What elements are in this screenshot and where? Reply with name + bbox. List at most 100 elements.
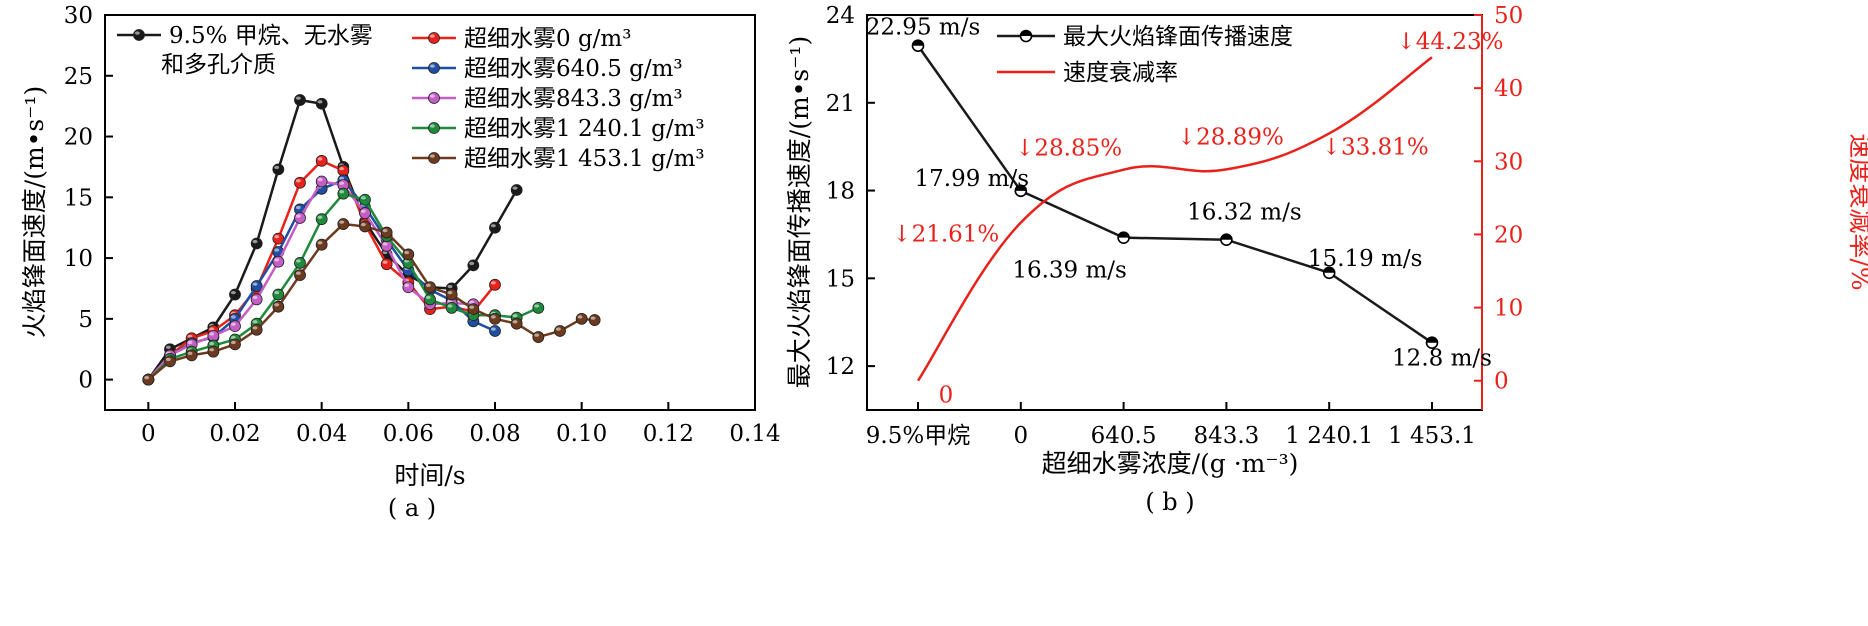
legend-item: 超细水雾0 g/m³ <box>412 26 631 52</box>
data-point-body <box>315 238 328 251</box>
data-point-highlight <box>512 186 518 190</box>
y-axis-ticks-left-b: 12 15 18 21 24 <box>826 3 875 380</box>
series-group-b <box>911 39 1439 382</box>
data-point-body <box>380 226 393 239</box>
data-point-body <box>315 97 328 110</box>
data-point-highlight <box>382 228 388 233</box>
data-point-highlight <box>252 239 258 244</box>
data-point-body <box>250 293 263 306</box>
data-labels-b: 22.95 m/s 17.99 m/s 16.39 m/s 16.32 m/s15.1… <box>866 15 1504 409</box>
x-tick-label: 843.3 <box>1193 423 1259 449</box>
data-point-body <box>575 312 588 325</box>
data-point-body <box>272 163 285 176</box>
data-point-highlight <box>230 315 236 319</box>
data-point-highlight <box>165 345 171 349</box>
legend-item: 速度衰减率 <box>997 60 1178 86</box>
plot-frame-a <box>104 14 756 411</box>
data-point-highlight <box>469 261 475 266</box>
chart-panel-b: 12 15 18 21 24 0 10 20 30 40 50 9.5%甲烷 0 640.5 843.3… <box>785 3 1868 516</box>
data-label-speed: 12.8 m/s <box>1392 346 1492 372</box>
data-label-speed: 22.95 m/s <box>866 15 981 41</box>
legend-swatch-marker-highlight <box>134 31 140 35</box>
data-point-body <box>467 259 480 272</box>
data-point <box>337 187 350 200</box>
data-point-body <box>445 302 458 314</box>
data-label-speed: 17.99 m/s <box>915 166 1030 192</box>
data-point-body <box>467 303 480 316</box>
data-point <box>489 325 501 337</box>
data-point <box>229 338 241 351</box>
y-axis-ticks-a: 0 5 10 15 20 25 30 <box>64 3 113 394</box>
x-tick-label: 0 <box>1013 423 1028 449</box>
data-label-decay: ↓44.23% <box>1397 29 1504 55</box>
data-point-highlight <box>144 376 150 380</box>
data-point-body <box>359 220 371 233</box>
legend-label: 超细水雾1 453.1 g/m³ <box>464 146 705 172</box>
series-a-4 <box>142 187 545 386</box>
data-point-body <box>294 212 306 224</box>
data-point <box>229 288 241 301</box>
data-point-highlight <box>447 304 453 308</box>
legend-label: 9.5% 甲烷、无水雾 <box>169 23 373 49</box>
y-tick-label-left: 21 <box>826 91 855 117</box>
data-point <box>337 179 350 192</box>
x-tick-label: 0.06 <box>383 421 434 447</box>
data-point <box>445 288 458 301</box>
legend-swatch-marker-highlight <box>429 154 435 158</box>
data-point-highlight <box>230 340 236 345</box>
data-point <box>489 312 501 325</box>
data-point-highlight <box>295 259 301 263</box>
data-point-body <box>489 278 501 291</box>
data-point-highlight <box>252 282 258 286</box>
legend-swatch-marker <box>428 152 440 164</box>
data-point <box>467 259 480 272</box>
data-point-highlight <box>534 333 540 337</box>
data-point <box>294 269 306 281</box>
data-point-highlight <box>317 100 323 104</box>
data-point-body <box>229 288 241 301</box>
series-b-decay <box>916 56 1433 382</box>
series-line <box>147 180 474 381</box>
data-point-body <box>532 331 545 343</box>
data-point-body <box>588 314 601 326</box>
data-point <box>315 154 328 167</box>
x-tick-label: 0.14 <box>729 421 780 447</box>
data-point-highlight <box>187 351 193 356</box>
data-point-body <box>250 280 263 292</box>
legend-swatch-marker-body <box>428 92 440 104</box>
y-axis-title-a: 火焰锋面速度/(m•s⁻¹) <box>20 86 49 338</box>
data-point-body <box>250 237 263 250</box>
data-point-body <box>359 207 371 220</box>
legend-item: 超细水雾1 240.1 g/m³ <box>412 116 705 142</box>
x-axis-ticks-b: 9.5%甲烷 0 640.5 843.3 1 240.1 1 453.1 <box>866 402 1476 449</box>
data-point <box>1117 231 1130 244</box>
series-line <box>916 56 1433 382</box>
data-point-highlight <box>447 284 453 289</box>
data-point-highlight <box>187 334 193 339</box>
data-point-highlight <box>209 327 215 331</box>
data-point <box>164 355 176 368</box>
data-point <box>554 325 566 337</box>
data-point-body <box>229 338 241 351</box>
data-point-highlight <box>230 335 236 340</box>
data-point-highlight <box>274 165 280 170</box>
data-point-body <box>424 293 436 306</box>
data-point <box>250 323 263 336</box>
data-point-highlight <box>295 214 301 218</box>
data-point-highlight <box>187 340 193 345</box>
data-point-body <box>207 345 220 358</box>
series-line <box>147 222 595 381</box>
data-point-highlight <box>512 320 518 324</box>
x-tick-label: 1 240.1 <box>1285 423 1373 449</box>
legend-label: 超细水雾0 g/m³ <box>464 26 631 52</box>
legend-swatch-marker-highlight <box>429 124 435 128</box>
data-point <box>250 237 263 250</box>
y-tick-label-right: 10 <box>1494 296 1523 322</box>
data-point-body <box>229 320 241 333</box>
data-point-highlight <box>360 222 366 227</box>
legend-swatch-marker <box>428 32 440 44</box>
data-point <box>575 312 588 325</box>
data-point <box>315 97 328 110</box>
data-point <box>532 302 545 314</box>
data-point <box>489 278 501 291</box>
